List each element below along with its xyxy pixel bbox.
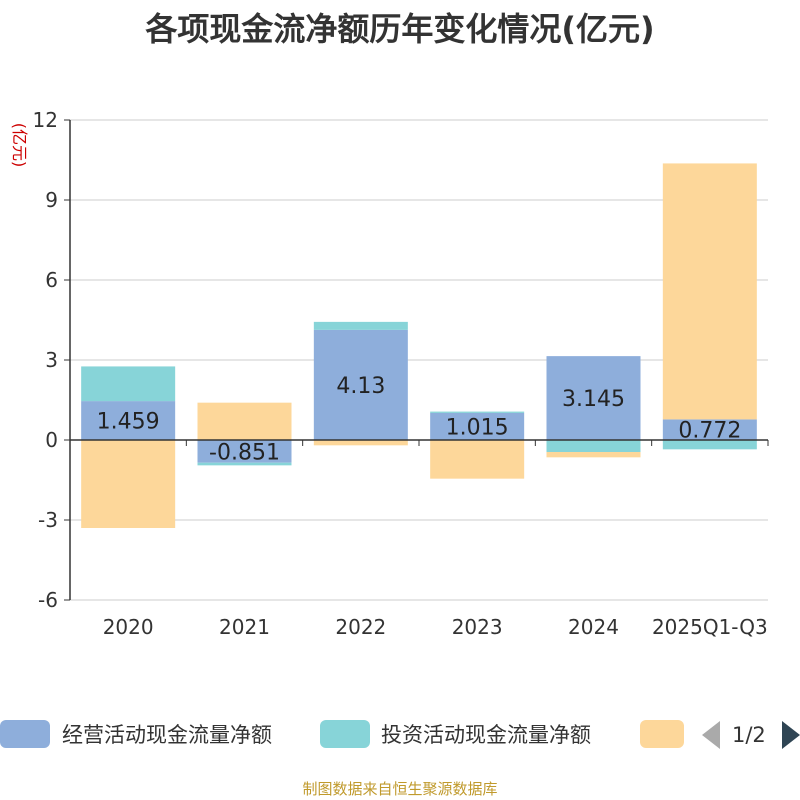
data-label: -0.851 [209,440,280,465]
bars [81,163,757,528]
data-label: 0.772 [678,419,741,444]
bar-series-1[interactable] [546,440,641,452]
bar-series-1[interactable] [197,462,292,466]
data-labels: 1.459 -0.851 4.13 1.015 3.145 0.772 [97,374,742,465]
bar-series-2[interactable] [546,452,641,458]
legend-prev-arrow-icon[interactable] [702,721,720,749]
y-tick-label: -3 [38,508,58,532]
bar-series-1[interactable] [430,411,525,413]
legend-swatch-investing[interactable] [320,720,370,748]
y-tick-label: 0 [45,428,58,452]
bar-series-0[interactable] [81,401,176,440]
y-tick-label: -6 [38,588,58,612]
legend-swatch-financing[interactable] [640,720,684,748]
bar-series-2[interactable] [313,440,408,446]
bar-series-1[interactable] [313,321,408,330]
data-source-note: 制图数据来自恒生聚源数据库 [302,780,498,798]
grid-lines [70,119,768,601]
bar-series-1[interactable] [81,366,176,402]
bar-series-1[interactable] [662,440,757,450]
legend-page-indicator: 1/2 [732,723,766,747]
legend-label-investing[interactable]: 投资活动现金流量净额 [381,723,591,747]
data-label: 4.13 [336,374,385,399]
legend: 经营活动现金流量净额 投资活动现金流量净额 1/2 [0,720,800,749]
x-tick-label: 2023 [452,615,503,639]
bar-series-2[interactable] [81,440,176,528]
y-tick-label: 6 [45,268,58,292]
y-tick-label: 3 [45,348,58,372]
bar-series-0[interactable] [313,329,408,440]
x-tick-label: 2020 [103,615,154,639]
legend-swatch-operating[interactable] [0,720,50,748]
y-axis-label: (亿元) [10,123,29,168]
bar-series-0[interactable] [197,440,292,463]
axes: -6 -3 0 3 6 9 12 2020 2021 2022 2023 2024 2025Q1-Q3 [33,108,769,639]
data-label: 1.459 [97,410,160,435]
data-label: 1.015 [446,415,509,440]
bar-series-2[interactable] [430,440,525,479]
y-tick-label: 12 [33,108,58,132]
legend-next-arrow-icon[interactable] [782,721,800,749]
y-tick-label: 9 [45,188,58,212]
bar-series-0[interactable] [430,412,525,440]
chart-title: 各项现金流净额历年变化情况(亿元) [145,10,655,48]
data-label: 3.145 [562,387,625,412]
x-tick-label: 2022 [335,615,386,639]
legend-label-operating[interactable]: 经营活动现金流量净额 [62,723,272,747]
bar-series-0[interactable] [662,419,757,440]
bar-series-2[interactable] [197,402,292,440]
bar-series-0[interactable] [546,356,641,440]
bar-series-2[interactable] [662,163,757,420]
x-tick-label: 2021 [219,615,270,639]
x-tick-label: 2024 [568,615,619,639]
x-tick-label: 2025Q1-Q3 [652,615,768,639]
